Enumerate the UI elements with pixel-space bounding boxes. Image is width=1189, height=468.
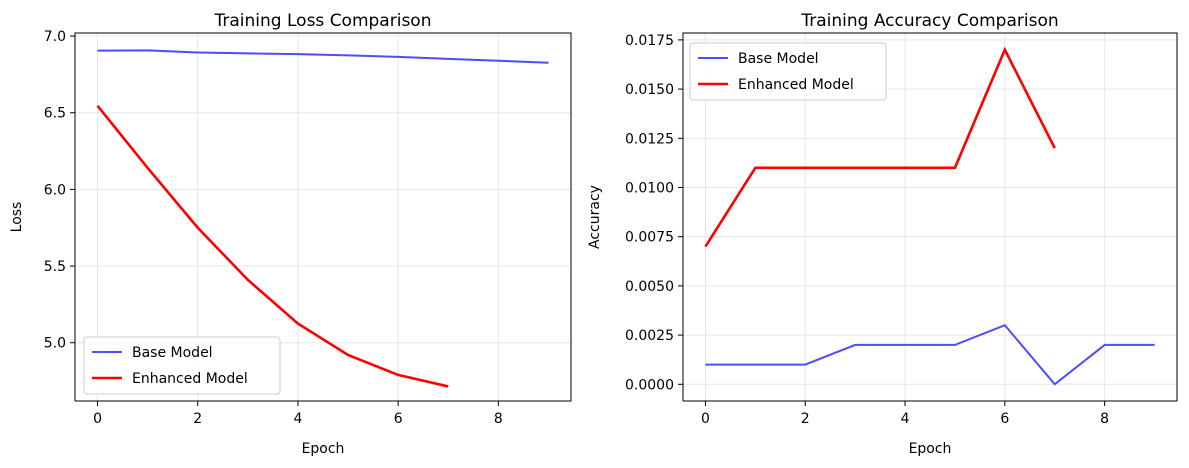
chart-title: Training Accuracy Comparison bbox=[800, 11, 1058, 31]
x-tick-label: 4 bbox=[293, 411, 302, 427]
chart-title: Training Loss Comparison bbox=[214, 11, 432, 31]
y-tick-label: 0.0050 bbox=[625, 279, 674, 295]
y-tick-label: 7.0 bbox=[44, 29, 66, 45]
legend-label: Enhanced Model bbox=[132, 371, 248, 387]
chart-2: 0 2 4 6 8 0.0000 0.0025 0.0050 0.0075 0.0100 0.012… bbox=[587, 11, 1178, 457]
legend-label: Base Model bbox=[738, 51, 819, 67]
x-tick-label: 6 bbox=[394, 411, 403, 427]
y-tick-label: 0.0000 bbox=[625, 377, 674, 393]
x-tick-label: 6 bbox=[1000, 411, 1009, 427]
y-axis-label: Loss bbox=[9, 202, 25, 233]
legend-box bbox=[689, 42, 887, 101]
x-tick-label: 0 bbox=[701, 411, 710, 427]
y-tick-label: 5.0 bbox=[44, 336, 66, 352]
y-axis-label: Accuracy bbox=[587, 185, 603, 249]
x-tick-label: 2 bbox=[193, 411, 202, 427]
y-tick-label: 6.5 bbox=[44, 106, 66, 122]
plot-frame bbox=[74, 32, 572, 402]
legend-box bbox=[83, 336, 281, 395]
y-tick-label: 0.0175 bbox=[625, 33, 674, 49]
y-tick-label: 0.0125 bbox=[625, 131, 674, 147]
x-tick-label: 8 bbox=[1100, 411, 1109, 427]
chart-1: 0 2 4 6 8 5.0 5.5 6.0 6.5 7.0 Training Loss Compar… bbox=[9, 11, 572, 457]
plot-frame bbox=[682, 32, 1178, 402]
y-tick-label: 5.5 bbox=[44, 259, 66, 275]
x-tick-label: 4 bbox=[901, 411, 910, 427]
series-line-enhanced-model bbox=[96, 105, 449, 388]
y-tick-label: 0.0100 bbox=[625, 180, 674, 196]
legend-label: Enhanced Model bbox=[738, 77, 854, 93]
x-tick-label: 0 bbox=[93, 411, 102, 427]
y-tick-label: 0.0150 bbox=[625, 82, 674, 98]
legend-label: Base Model bbox=[132, 345, 213, 361]
y-tick-label: 6.0 bbox=[44, 182, 66, 198]
legend: Base Model Enhanced Model bbox=[689, 42, 887, 101]
series-line-enhanced-model bbox=[704, 46, 1056, 248]
x-axis-label: Epoch bbox=[909, 441, 952, 457]
series-line-base-model bbox=[97, 49, 549, 64]
x-tick-label: 2 bbox=[801, 411, 810, 427]
x-tick-label: 8 bbox=[494, 411, 503, 427]
y-tick-label: 0.0025 bbox=[625, 328, 674, 344]
legend: Base Model Enhanced Model bbox=[83, 336, 281, 395]
series-line-base-model bbox=[705, 324, 1155, 386]
x-axis-label: Epoch bbox=[302, 441, 345, 457]
y-tick-label: 0.0075 bbox=[625, 230, 674, 246]
